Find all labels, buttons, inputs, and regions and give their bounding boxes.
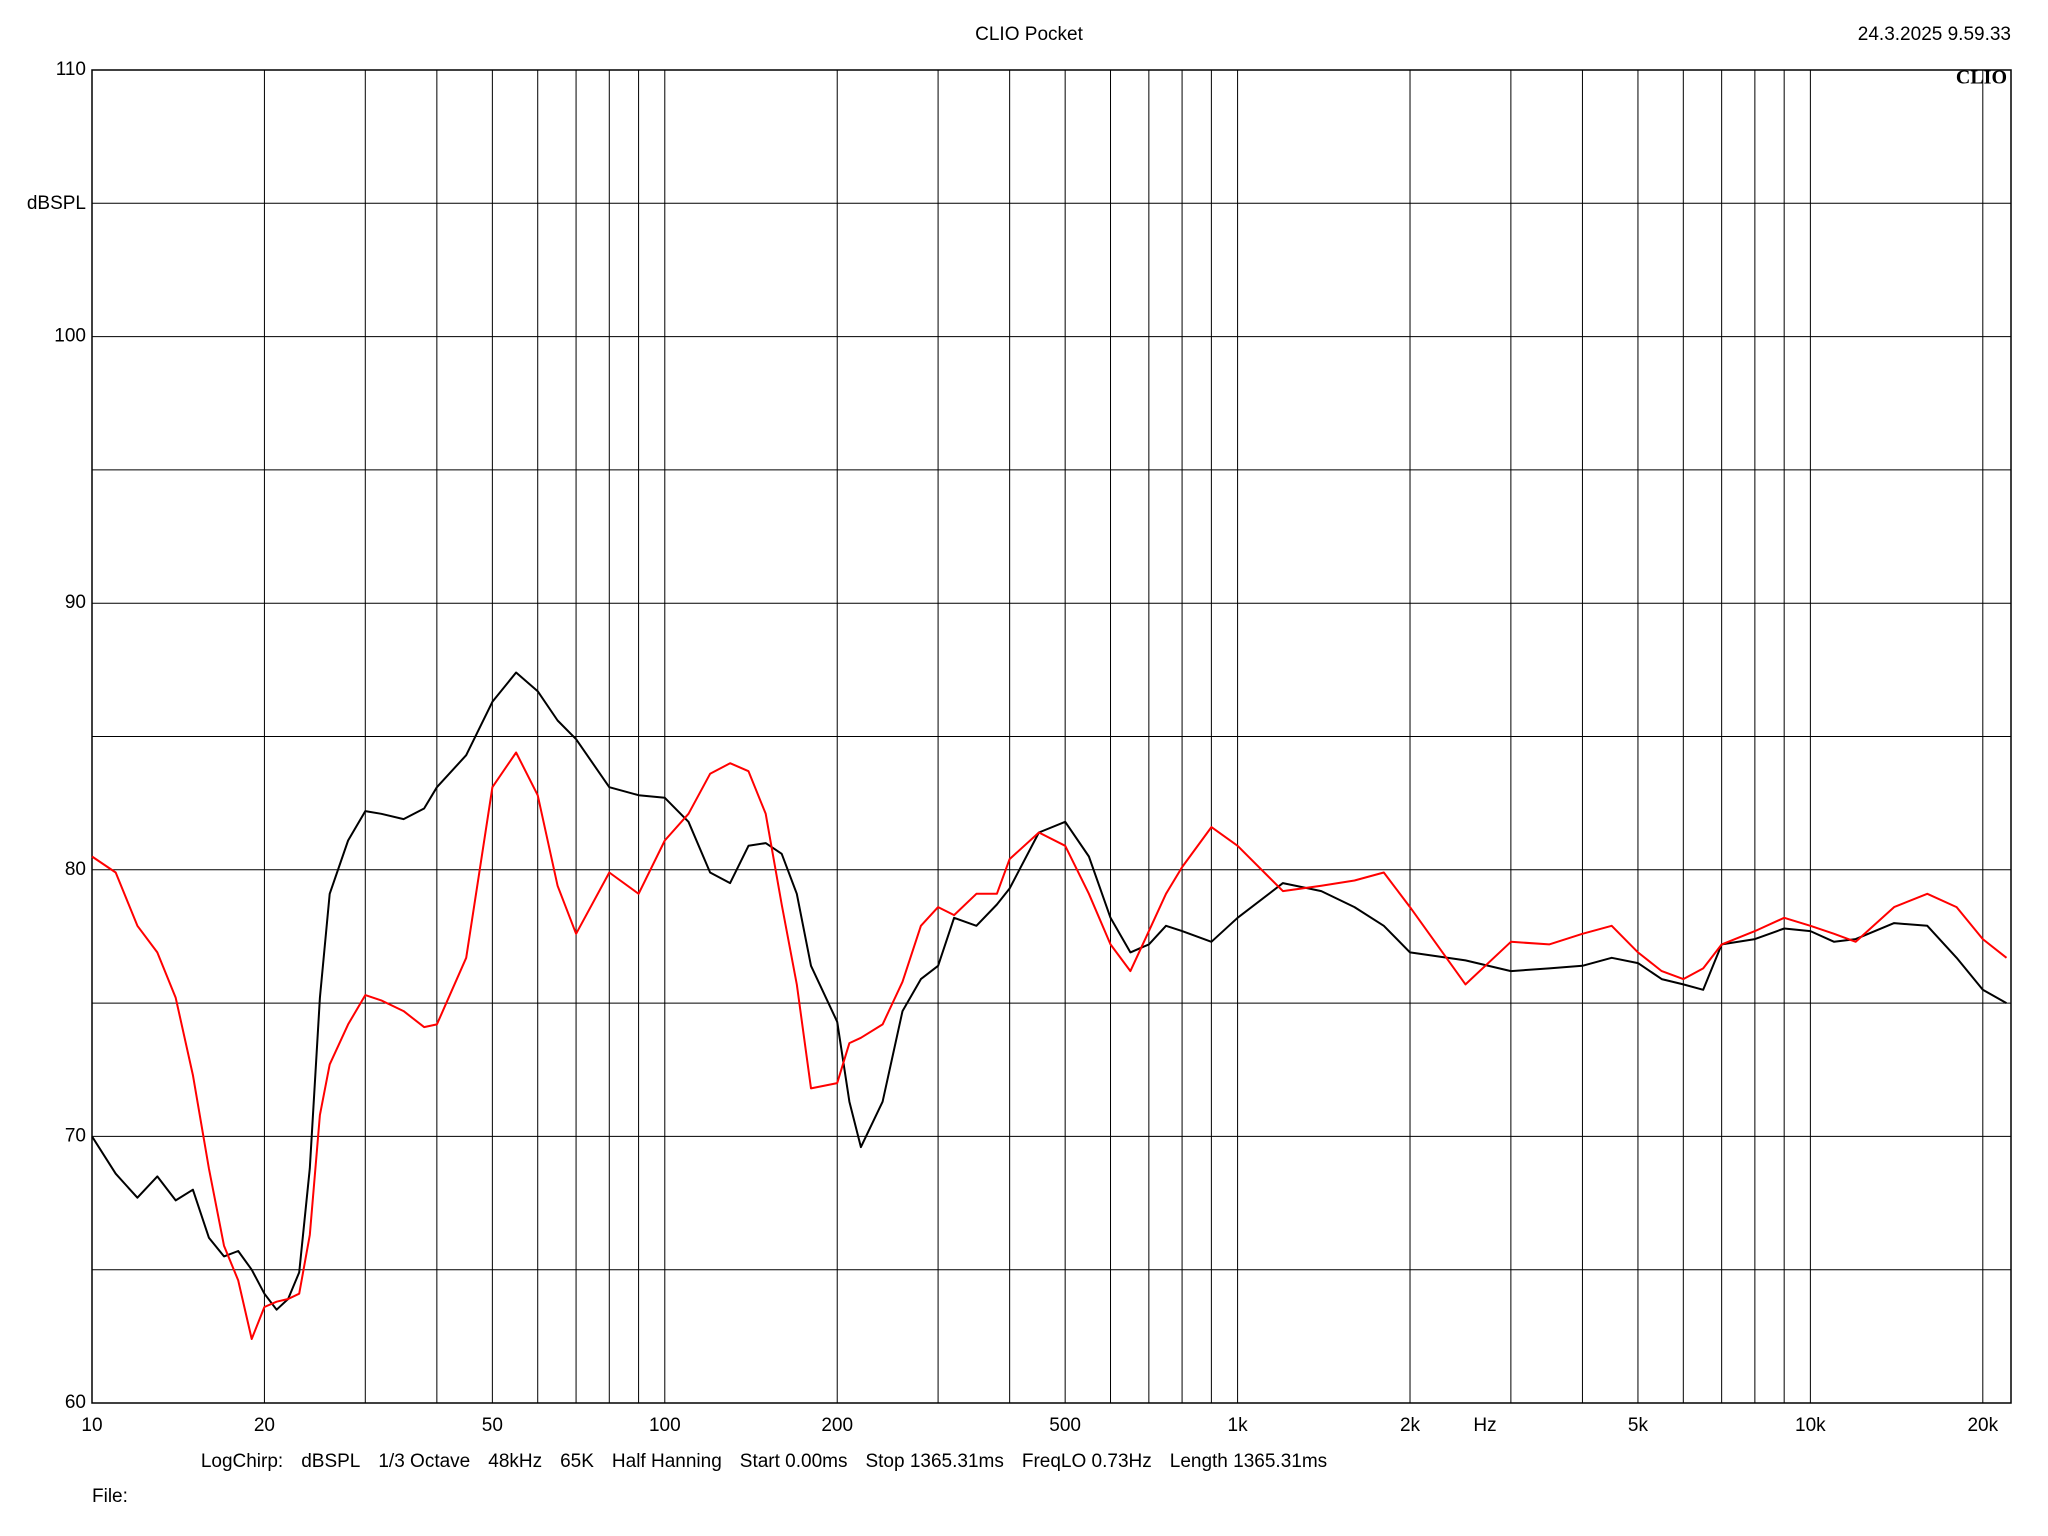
x-tick-label: 10k	[1795, 1415, 1826, 1436]
chart-title: CLIO Pocket	[975, 24, 1083, 45]
x-tick-label: 20k	[1967, 1415, 1998, 1436]
y-tick-label: 90	[65, 592, 86, 613]
x-tick-label: 5k	[1628, 1415, 1649, 1436]
series-line	[91, 751, 2008, 1340]
plot-frame	[91, 69, 2012, 1404]
footer-item: 1/3 Octave	[378, 1451, 470, 1472]
footer-item: Length 1365.31ms	[1170, 1451, 1327, 1472]
file-label: File:	[92, 1486, 128, 1507]
x-tick-label: 200	[821, 1415, 853, 1436]
footer-item: FreqLO 0.73Hz	[1022, 1451, 1152, 1472]
footer-item: LogChirp:	[201, 1451, 283, 1472]
footer-item: 48kHz	[488, 1451, 542, 1472]
logo: CLIO	[1956, 67, 2007, 89]
x-tick-label: 20	[254, 1415, 275, 1436]
footer-item: 65K	[560, 1451, 594, 1472]
x-tick-label: 100	[649, 1415, 681, 1436]
y-tick-label: 100	[54, 326, 86, 347]
x-tick-label: 2k	[1400, 1415, 1421, 1436]
footer-item: Start 0.00ms	[740, 1451, 848, 1472]
x-tick-label: 10	[81, 1415, 102, 1436]
x-tick-label: 50	[482, 1415, 503, 1436]
x-tick-label: 1k	[1228, 1415, 1249, 1436]
x-axis-label: Hz	[1473, 1415, 1496, 1436]
y-axis-label: dBSPL	[27, 193, 86, 214]
footer: LogChirp: dBSPL 1/3 Octave 48kHz 65K Half Han…	[201, 1451, 1327, 1472]
footer-item: Stop 1365.31ms	[865, 1451, 1003, 1472]
footer-item: dBSPL	[301, 1451, 360, 1472]
y-tick-label: 70	[65, 1125, 86, 1146]
footer-item: Half Hanning	[612, 1451, 722, 1472]
y-tick-label: 80	[65, 859, 86, 880]
y-tick-label: 60	[65, 1392, 86, 1413]
y-tick-label: 110	[56, 59, 86, 80]
x-tick-label: 500	[1049, 1415, 1081, 1436]
series-line	[91, 671, 2007, 1311]
timestamp: 24.3.2025 9.59.33	[1858, 24, 2011, 45]
